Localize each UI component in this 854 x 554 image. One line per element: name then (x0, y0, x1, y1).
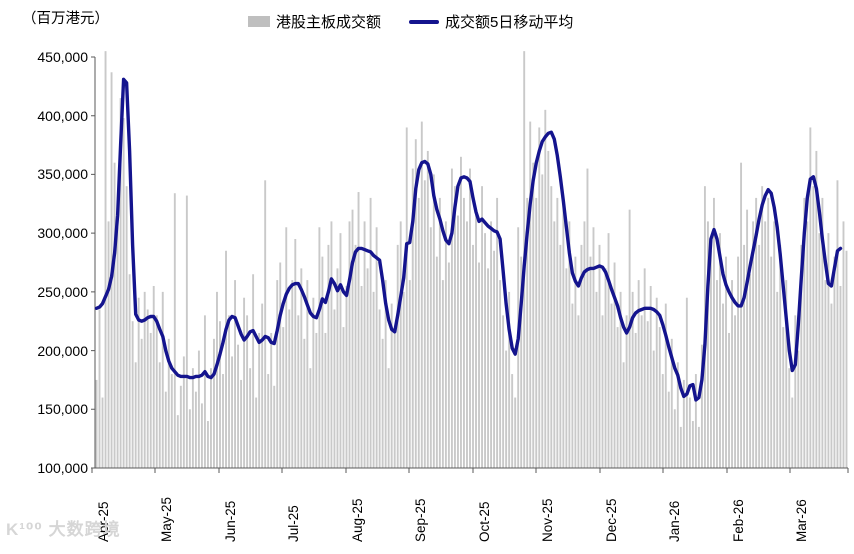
turnover-bars (95, 51, 848, 469)
legend: 港股主板成交额 成交额5日移动平均 (248, 11, 573, 32)
line-swatch-icon (409, 19, 440, 24)
y-tick-label: 100,000 (37, 460, 88, 476)
x-tick-label: Jun-25 (223, 500, 238, 542)
y-axis-unit-label: （百万港元） (22, 11, 109, 27)
x-tick-label: May-25 (159, 496, 174, 542)
y-tick-label: 450,000 (37, 49, 88, 65)
watermark: K¹⁰⁰ 大数跨境 (6, 515, 121, 540)
y-tick-label: 350,000 (37, 166, 88, 182)
bar-swatch-icon (248, 16, 270, 27)
legend-line-label: 成交额5日移动平均 (445, 14, 574, 31)
legend-item-line: 成交额5日移动平均 (409, 11, 573, 32)
x-tick-label: Nov-25 (540, 498, 555, 542)
watermark-text: 大数跨境 (48, 520, 121, 539)
y-tick-label: 300,000 (37, 225, 88, 241)
x-tick-label: Sep-25 (413, 498, 428, 542)
x-tick-label: Jan-26 (667, 500, 682, 542)
x-tick-label: Mar-26 (794, 499, 809, 542)
legend-item-bars: 港股主板成交额 (248, 11, 381, 32)
legend-bars-label: 港股主板成交额 (276, 14, 382, 31)
x-tick-label: Dec-25 (604, 498, 619, 542)
y-tick-label: 400,000 (37, 108, 88, 124)
y-tick-label: 250,000 (37, 284, 88, 300)
x-tick-label: Feb-26 (731, 499, 746, 542)
y-tick-label: 150,000 (37, 401, 88, 417)
y-tick-label: 200,000 (37, 343, 88, 359)
ma5-line (94, 77, 843, 402)
x-tick-label: Oct-25 (477, 501, 492, 542)
x-tick-label: Jul-25 (286, 505, 301, 542)
axis-lines (91, 56, 849, 473)
watermark-logo-icon: K¹⁰⁰ (6, 520, 43, 539)
x-tick-label: Aug-25 (350, 498, 365, 542)
